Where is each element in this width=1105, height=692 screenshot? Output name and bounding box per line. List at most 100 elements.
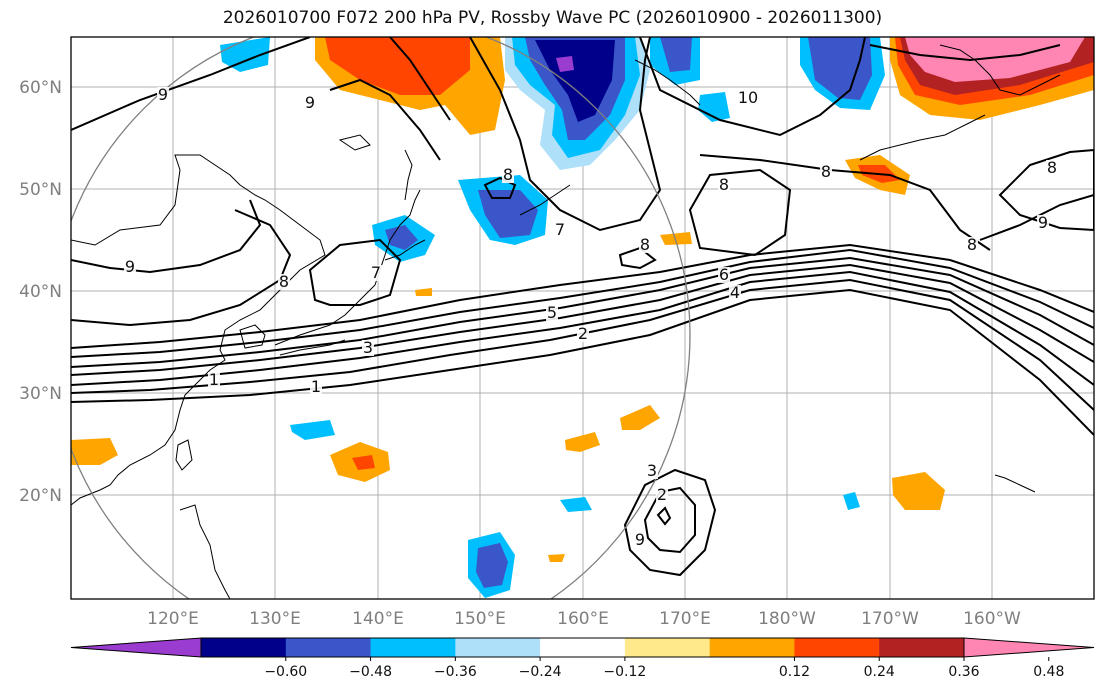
- contour-label: 7: [555, 220, 565, 239]
- contour-8-small: [483, 176, 517, 199]
- contour-3: [71, 270, 1094, 386]
- negative-anomaly-hokkaido-2: [385, 225, 418, 250]
- lat-tick-label: 30°N: [19, 384, 62, 404]
- map-title: 2026010700 F072 200 hPa PV, Rossby Wave …: [222, 8, 883, 28]
- lon-tick-label: 160°W: [963, 609, 1021, 629]
- lon-tick-label: 170°E: [659, 609, 711, 629]
- contour-label: 4: [730, 283, 740, 302]
- contour-7-loop: [469, 37, 662, 232]
- colorbar-tick-label: 0.24: [864, 664, 895, 680]
- lon-tick-label: 170°W: [861, 609, 919, 629]
- contour-label: 8: [967, 235, 977, 254]
- colorbar-extend-high: [963, 637, 1095, 658]
- contour-label: 9: [305, 93, 315, 112]
- colorbar-tick-label: −0.48: [349, 664, 392, 680]
- colorbar-tick-label: −0.36: [434, 664, 477, 680]
- contour-8-loop-east: [618, 246, 657, 270]
- domain-circle: [71, 37, 691, 599]
- contour-label: 8: [719, 175, 729, 194]
- contour-4: [71, 263, 1094, 376]
- contour-9-east: [639, 37, 866, 137]
- contour-label: 9: [1038, 213, 1048, 232]
- lat-tick-label: 50°N: [19, 180, 62, 200]
- negative-anomaly-180-2: [808, 37, 872, 100]
- contour-label: 8: [1047, 158, 1057, 177]
- contour-label: 8: [821, 162, 831, 181]
- colorbar-frame: [200, 637, 965, 658]
- negative-anomaly-kamchatka-5: [556, 56, 574, 72]
- lon-tick-label: 140°E: [352, 609, 404, 629]
- contour-2: [71, 278, 1094, 411]
- positive-anomaly-20n-east: [892, 472, 945, 510]
- colorbar-segment: [624, 638, 711, 657]
- contour-label: 3: [363, 338, 373, 357]
- lon-tick-label: 130°E: [249, 609, 301, 629]
- contour-label: 1: [311, 377, 321, 396]
- contour-8-east-line: [699, 154, 991, 251]
- contour-1: [71, 288, 1094, 436]
- negative-anomaly-aleutian: [698, 92, 730, 122]
- positive-anomaly-subtropic-red: [352, 455, 375, 470]
- colorbar-extend-low: [70, 637, 202, 658]
- contour-label: 7: [371, 263, 381, 282]
- contour-8-mid: [688, 168, 792, 257]
- contour-label: 1: [209, 370, 219, 389]
- positive-anomaly-west: [71, 438, 118, 465]
- lon-tick-label: 120°E: [147, 609, 199, 629]
- colorbar-tick-label: −0.24: [519, 664, 562, 680]
- contour-label: 3: [647, 461, 657, 480]
- contour-label: 5: [547, 303, 557, 322]
- negative-anomaly-kuril-2: [478, 190, 538, 238]
- contour-label: 2: [578, 324, 588, 343]
- contour-label: 8: [279, 272, 289, 291]
- map-frame: [70, 36, 1095, 600]
- negative-anomaly-150e-2: [476, 543, 508, 588]
- colorbar-tick-label: 0.48: [1033, 664, 1064, 680]
- latitude-labels: 60°N 50°N 40°N 30°N 20°N: [19, 78, 62, 506]
- contour-label: 9: [125, 257, 135, 276]
- contour-1-tc: [623, 468, 717, 577]
- contour-8-top-east: [869, 44, 1061, 62]
- contour-8-kamchatka: [389, 37, 451, 121]
- negative-anomaly-kamchatka-4: [535, 40, 615, 122]
- contour-9-north: [71, 37, 311, 131]
- contour-label: 6: [719, 265, 729, 284]
- lon-tick-label: 180°W: [758, 609, 816, 629]
- contour-label: 2: [657, 485, 667, 504]
- contour-5: [71, 256, 1094, 368]
- positive-anomaly-43n: [660, 232, 692, 245]
- contour-9-b: [329, 78, 441, 161]
- negative-anomaly-subtropic: [290, 420, 335, 440]
- colorbar-tick-labels: −0.60 −0.48 −0.36 −0.24 −0.12 0.12 0.24 0.36 0.4…: [264, 657, 1064, 680]
- longitude-labels: 120°E 130°E 140°E 150°E 160°E 170°E 180°W 170°W…: [147, 609, 1021, 629]
- contour-label: 9: [158, 85, 168, 104]
- colorbar-segment: [794, 638, 880, 657]
- colorbar-tick-label: 0.12: [779, 664, 810, 680]
- contour-8-loop: [308, 238, 402, 306]
- positive-anomaly-red: [325, 37, 470, 95]
- contour-label: 10: [738, 88, 758, 107]
- colorbar-tick-label: 0.36: [948, 664, 979, 680]
- contour-9-west: [71, 199, 262, 274]
- lon-tick-label: 150°E: [454, 609, 506, 629]
- colorbar-segment: [370, 638, 456, 657]
- negative-anomaly-nb-2: [660, 37, 692, 72]
- lat-tick-label: 20°N: [19, 486, 62, 506]
- colorbar-segment: [201, 638, 287, 657]
- positive-anomaly-160e: [565, 432, 600, 452]
- positive-anomaly-far-east-pink: [905, 37, 1085, 82]
- lat-tick-label: 40°N: [19, 282, 62, 302]
- colorbar-segment: [709, 638, 795, 657]
- contour-5-tc: [656, 506, 672, 526]
- lat-tick-label: 60°N: [19, 78, 62, 98]
- contour-7: [71, 243, 1094, 349]
- positive-anomaly-40n: [415, 288, 432, 296]
- contour-10-loop: [998, 148, 1094, 232]
- colorbar-segment: [879, 638, 965, 657]
- contour-label: 8: [640, 235, 650, 254]
- colorbar-segment: [455, 638, 541, 657]
- colorbar-segment: [540, 638, 626, 657]
- lon-tick-label: 160°E: [557, 609, 609, 629]
